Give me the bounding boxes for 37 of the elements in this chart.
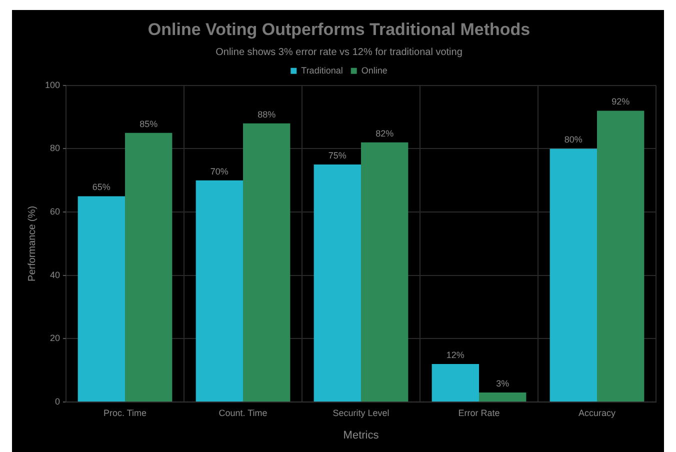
x-tick-label: Error Rate xyxy=(458,408,500,418)
bar xyxy=(550,148,597,402)
x-tick-label: Count. Time xyxy=(218,408,268,418)
bar xyxy=(479,392,526,402)
data-label: 75% xyxy=(328,150,346,161)
data-label: 70% xyxy=(210,166,228,176)
data-label: 92% xyxy=(612,96,630,107)
y-tick-label: 80 xyxy=(50,143,60,154)
y-tick-label: 20 xyxy=(50,333,60,344)
data-label: 82% xyxy=(376,128,394,138)
y-tick-label: 40 xyxy=(50,270,60,280)
data-label: 80% xyxy=(564,134,582,145)
data-label: 85% xyxy=(140,118,158,129)
y-tick-label: 100 xyxy=(44,80,60,90)
bar xyxy=(432,364,480,402)
data-label: 3% xyxy=(496,378,510,388)
chart-title: Online Voting Outperforms Traditional Methods xyxy=(148,20,530,39)
bar xyxy=(243,123,290,402)
bar xyxy=(597,110,644,402)
bar xyxy=(78,196,126,402)
y-tick-label: 0 xyxy=(55,396,60,406)
legend-label: Online xyxy=(361,65,388,76)
x-tick-label: Security Level xyxy=(332,408,390,418)
data-label: 12% xyxy=(446,350,464,360)
x-tick-label: Proc. Time xyxy=(104,408,147,418)
data-label: 65% xyxy=(92,182,110,192)
chart-subtitle: Online shows 3% error rate vs 12% for traditional voting xyxy=(216,47,462,58)
bar xyxy=(361,142,408,402)
y-tick-label: 60 xyxy=(50,206,60,217)
bar xyxy=(196,180,244,402)
data-label: 88% xyxy=(258,109,276,120)
legend-label: Traditional xyxy=(301,65,343,76)
bar xyxy=(125,132,172,402)
y-axis-title: Performance (%) xyxy=(26,206,38,282)
bar xyxy=(314,164,362,402)
x-axis-title: Metrics xyxy=(343,429,380,442)
x-tick-label: Accuracy xyxy=(578,408,616,418)
